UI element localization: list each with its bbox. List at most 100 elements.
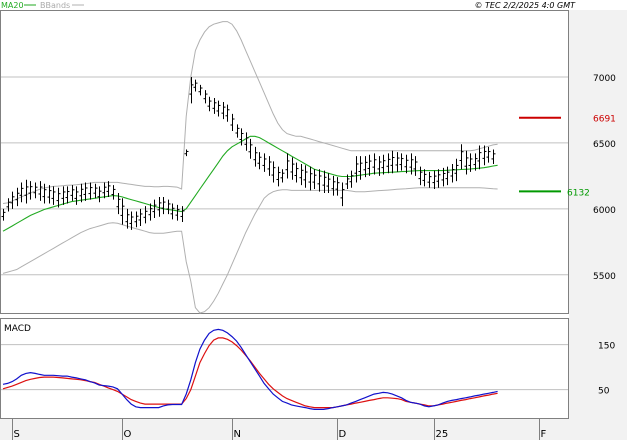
- ohlc-bar: [134, 211, 139, 228]
- price-y-tick-label: 6000: [593, 206, 616, 216]
- support-label: 6132: [567, 188, 590, 198]
- ohlc-bar: [450, 163, 455, 183]
- ohlc-bar: [106, 181, 111, 197]
- ohlc-bar: [221, 101, 226, 120]
- ohlc-bar: [157, 196, 162, 217]
- ohlc-bar: [120, 198, 125, 225]
- ohlc-bar: [427, 171, 432, 188]
- ohlc-bar: [225, 104, 230, 122]
- ohlc-bar: [445, 166, 450, 186]
- ohlc-bar: [253, 146, 258, 167]
- ohlc-bar: [399, 153, 404, 171]
- ohlc-bar: [203, 90, 208, 104]
- ohlc-bar: [349, 170, 354, 188]
- ohlc-bar: [125, 208, 130, 229]
- ohlc-bar: [257, 152, 262, 170]
- x-tick-label: N: [234, 429, 241, 440]
- ohlc-bar: [97, 186, 102, 203]
- x-axis-panel: [0, 419, 569, 440]
- x-tick-label: F: [541, 429, 547, 440]
- support-resistance-levels: 6691 6132: [519, 115, 616, 198]
- resistance-label: 6691: [593, 115, 616, 125]
- x-tick-label: S: [14, 429, 20, 440]
- ohlc-bar: [248, 138, 253, 159]
- ohlc-bar: [367, 154, 372, 176]
- ohlc-bar: [216, 100, 221, 117]
- ohlc-bar: [235, 124, 240, 138]
- x-tick-label: 25: [436, 429, 449, 440]
- ohlc-bar: [61, 186, 66, 205]
- ohlc-bar: [189, 76, 194, 104]
- ohlc-bar: [56, 187, 61, 208]
- ohlc-bar: [482, 145, 487, 166]
- ohlc-bar: [358, 156, 363, 180]
- ohlc-bar: [129, 211, 134, 230]
- ohlc-bar: [290, 157, 295, 180]
- x-tick-label: O: [124, 429, 132, 440]
- macd-lines: [2, 328, 498, 410]
- ohlc-bar: [143, 206, 148, 224]
- ohlc-bar: [161, 196, 166, 215]
- ohlc-bar: [486, 146, 491, 163]
- legend-bbands-label: BBands: [40, 1, 70, 10]
- ohlc-bar: [116, 192, 121, 215]
- ohlc-bar: [294, 162, 299, 183]
- ohlc-bar: [317, 169, 322, 192]
- ohlc-bar: [24, 179, 29, 204]
- ohlc-bar: [10, 191, 15, 209]
- ohlc-bar: [468, 153, 473, 172]
- ohlc-bar: [312, 169, 317, 190]
- ohlc-bar: [390, 150, 395, 174]
- x-axis-tick-labels: S O N D 25 F: [12, 419, 547, 440]
- ohlc-bar: [271, 161, 276, 183]
- ohlc-bar: [303, 165, 308, 188]
- price-y-tick-label: 5500: [593, 272, 616, 282]
- ohlc-bar: [267, 156, 272, 176]
- ohlc-bar: [111, 185, 116, 200]
- ohlc-bar: [207, 96, 212, 112]
- ohlc-bar: [42, 183, 47, 204]
- ohlc-bar: [65, 186, 70, 204]
- macd-panel: 150 50 MACD: [0, 318, 615, 419]
- ohlc-bar: [276, 166, 281, 187]
- macd-y-tick-labels: 150 50: [598, 342, 615, 397]
- ohlc-bar: [441, 167, 446, 187]
- ohlc-bar: [102, 182, 107, 199]
- price-panel-border: [0, 10, 569, 314]
- ohlc-bar: [340, 182, 345, 207]
- ohlc-bar: [19, 182, 24, 203]
- ohlc-bar: [335, 177, 340, 196]
- price-gridlines: [1, 76, 568, 276]
- ohlc-bar: [386, 153, 391, 174]
- ohlc-bar: [212, 98, 217, 114]
- macd-line: [2, 328, 498, 410]
- header-legend: MA20 BBands © TEC 2/2/2025 4:0 GMT: [1, 1, 576, 10]
- ohlc-bar: [308, 166, 313, 191]
- price-y-tick-label: 6500: [593, 140, 616, 150]
- ohlc-bar: [15, 187, 20, 207]
- source-watermark: © TEC 2/2/2025 4:0 GMT: [475, 1, 577, 10]
- ohlc-bar: [285, 153, 290, 179]
- ohlc-bar: [262, 153, 267, 172]
- ohlc-bar: [152, 199, 157, 219]
- macd-gridlines: [1, 344, 568, 391]
- price-panel: 7000 6500 6000 5500 6691 6132: [0, 10, 616, 314]
- ohlc-bar: [299, 163, 304, 186]
- ohlc-bar: [454, 158, 459, 182]
- ohlc-bar: [381, 154, 386, 175]
- ohlc-bar: [413, 156, 418, 176]
- y-axis-panel: [569, 10, 627, 440]
- ohlc-bar: [230, 113, 235, 132]
- ohlc-bar: [193, 79, 198, 92]
- ohlc-bar: [409, 153, 414, 175]
- ohlc-bar: [83, 182, 88, 201]
- x-tick-label: D: [339, 429, 347, 440]
- ohlc-bar: [6, 198, 11, 212]
- ohlc-bar: [331, 175, 336, 196]
- ohlc-bar: [239, 128, 244, 146]
- ohlc-bar: [184, 149, 189, 157]
- ohlc-bar: [1, 208, 6, 221]
- ohlc-bar: [138, 208, 143, 226]
- ohlc-bar: [33, 182, 38, 199]
